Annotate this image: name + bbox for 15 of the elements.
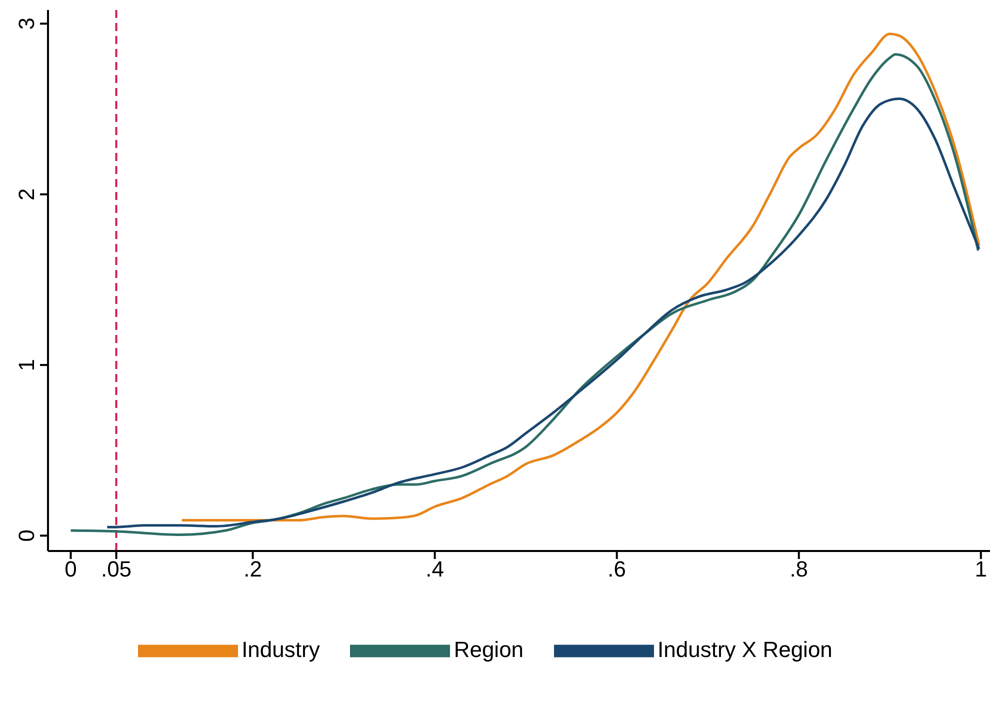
x-tick-label: .2: [244, 556, 262, 582]
legend-label: Region: [454, 636, 524, 662]
y-tick-label: 0: [14, 530, 39, 542]
y-tick-label: 3: [14, 18, 39, 30]
legend-label: Industry: [242, 636, 320, 662]
x-tick-label: .4: [426, 556, 444, 582]
x-tick-label: .8: [790, 556, 808, 582]
x-tick-label: .05: [100, 556, 132, 582]
legend-label: Industry X Region: [658, 636, 832, 662]
x-tick-label: 1: [974, 556, 988, 582]
line-series: [180, 32, 980, 522]
y-tick-label: 1: [14, 358, 39, 372]
x-tick-label: .6: [608, 556, 626, 582]
x-tick-label: 0: [64, 556, 77, 582]
y-tick-label: 2: [14, 188, 39, 200]
